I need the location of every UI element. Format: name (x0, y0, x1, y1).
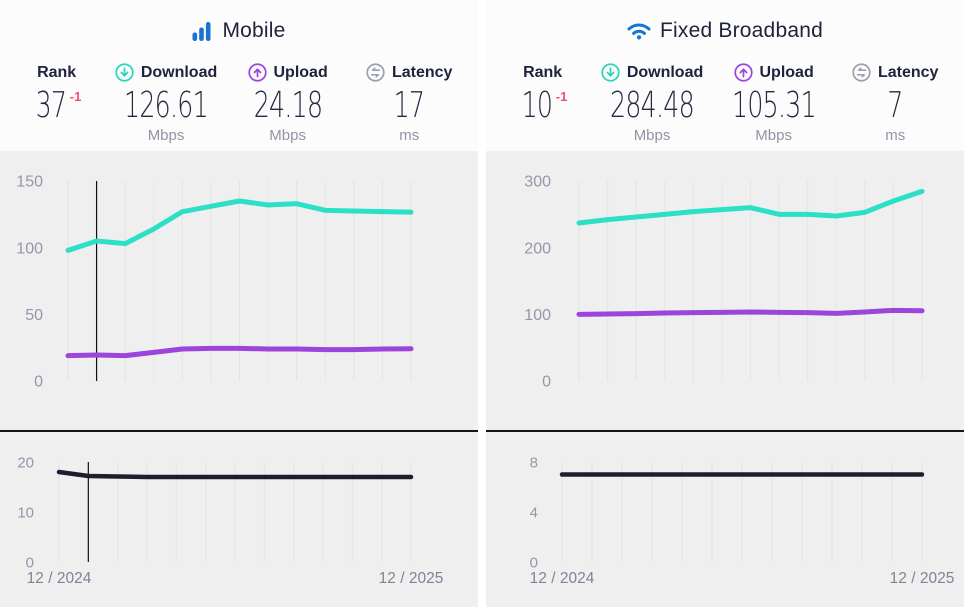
latency-icon (852, 63, 871, 82)
mobile-upload-stat: Upload 24.18 Mbps (227, 62, 349, 153)
fixed-upload-stat: Upload 105.31 Mbps (713, 62, 835, 153)
svg-text:0: 0 (542, 374, 551, 391)
mobile-rank-stat: Rank 37 -1 (8, 62, 105, 153)
mobile-upload-label: Upload (273, 63, 328, 81)
fixed-rank-stat: Rank 10 -1 (494, 62, 591, 153)
svg-text:0: 0 (34, 374, 43, 391)
svg-text:20: 20 (17, 454, 34, 471)
fixed-latency-chart[interactable]: 0 4 8 12 / 2024 12 / 2025 (486, 432, 964, 607)
fixed-rank-change: -1 (555, 89, 568, 104)
mobile-upload-unit: Mbps (269, 127, 306, 144)
mobile-rank-value: 37 -1 (35, 85, 82, 126)
mobile-rank-label: Rank (37, 63, 77, 81)
mobile-download-value: 126.61 (124, 85, 209, 126)
mobile-panel: Mobile Rank 37 -1 (0, 0, 478, 607)
fixed-rank-value: 10 -1 (521, 85, 568, 126)
mobile-latency-value: 17 (393, 85, 425, 126)
fixed-speed-chart[interactable]: 0 100 200 300 (486, 151, 964, 430)
mobile-speed-chart-area: 0 50 100 150 (0, 151, 478, 430)
mobile-rank-change: -1 (69, 89, 82, 104)
fixed-latency-stat: Latency 7 ms (834, 62, 956, 153)
mobile-latency-chart-area: 0 10 20 12 / 2024 12 / 2025 (0, 430, 478, 607)
fixed-download-stat: Download 284.48 Mbps (591, 62, 713, 153)
fixed-latency-chart-area: 0 4 8 12 / 2024 12 / 2025 (486, 430, 964, 607)
mobile-latency-label: Latency (391, 63, 453, 81)
svg-text:150: 150 (16, 174, 43, 191)
svg-text:12 / 2024: 12 / 2024 (27, 570, 92, 587)
upload-arrow-icon (247, 63, 267, 82)
svg-text:8: 8 (530, 454, 538, 471)
svg-text:0: 0 (530, 554, 538, 571)
mobile-stats-row: Rank 37 -1 Download 126.61 (0, 53, 478, 153)
fixed-rank-label: Rank (523, 63, 563, 81)
wifi-icon (627, 22, 651, 40)
svg-text:10: 10 (17, 504, 34, 521)
mobile-signal-bars-icon (192, 21, 213, 41)
mobile-latency-chart[interactable]: 0 10 20 12 / 2024 12 / 2025 (0, 432, 478, 607)
fixed-download-label: Download (626, 63, 704, 81)
latency-icon (366, 63, 385, 82)
mobile-speed-chart[interactable]: 0 50 100 150 (0, 151, 478, 430)
download-arrow-icon (601, 63, 620, 82)
svg-text:50: 50 (25, 307, 43, 324)
fixed-latency-value: 7 (887, 85, 904, 126)
svg-text:200: 200 (524, 240, 551, 257)
svg-text:12 / 2024: 12 / 2024 (530, 570, 595, 587)
svg-text:0: 0 (26, 554, 34, 571)
fixed-latency-unit: ms (885, 127, 906, 144)
mobile-download-unit: Mbps (147, 127, 185, 144)
fixed-upload-value: 105.31 (731, 85, 817, 126)
fixed-download-value: 284.48 (610, 85, 695, 126)
svg-text:300: 300 (524, 174, 551, 191)
mobile-latency-unit: ms (399, 127, 420, 144)
svg-text:12 / 2025: 12 / 2025 (379, 570, 444, 587)
mobile-latency-stat: Latency 17 ms (348, 62, 470, 153)
fixed-broadband-panel: Fixed Broadband Rank 10 -1 (486, 0, 964, 607)
fixed-download-unit: Mbps (633, 127, 671, 144)
fixed-latency-label: Latency (877, 63, 939, 81)
fixed-panel-title: Fixed Broadband (660, 19, 823, 42)
fixed-stats-row: Rank 10 -1 Download 284.48 (486, 53, 964, 153)
fixed-upload-unit: Mbps (755, 127, 792, 144)
fixed-speed-chart-area: 0 100 200 300 (486, 151, 964, 430)
mobile-panel-title: Mobile (222, 19, 286, 42)
svg-text:100: 100 (16, 240, 43, 257)
upload-arrow-icon (733, 63, 753, 82)
mobile-title-row: Mobile (0, 0, 478, 53)
svg-text:12 / 2025: 12 / 2025 (890, 570, 955, 587)
svg-text:4: 4 (530, 504, 538, 521)
mobile-upload-value: 24.18 (253, 85, 322, 126)
mobile-panel-header: Mobile Rank 37 -1 (0, 0, 478, 151)
mobile-download-label: Download (140, 63, 218, 81)
fixed-upload-label: Upload (759, 63, 814, 81)
mobile-download-stat: Download 126.61 Mbps (105, 62, 227, 153)
download-arrow-icon (115, 63, 134, 82)
fixed-title-row: Fixed Broadband (486, 0, 964, 53)
fixed-panel-header: Fixed Broadband Rank 10 -1 (486, 0, 964, 151)
svg-text:100: 100 (524, 307, 551, 324)
